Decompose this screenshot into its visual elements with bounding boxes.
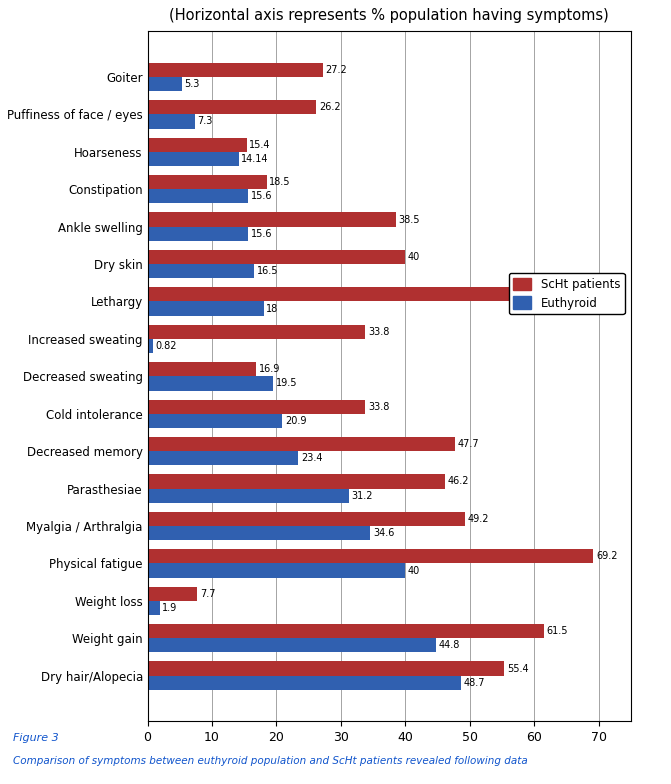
Bar [148,376,273,390]
Text: 15.6: 15.6 [251,229,272,239]
Text: 40: 40 [408,252,420,262]
Text: 48.7: 48.7 [464,678,485,688]
Bar [148,212,396,227]
Bar [148,189,248,203]
Legend: ScHt patients, Euthyroid: ScHt patients, Euthyroid [509,273,625,314]
Text: 1.9: 1.9 [162,603,178,613]
Bar [148,175,267,189]
Bar [148,586,197,601]
Text: 49.2: 49.2 [467,514,488,524]
Text: 69.2: 69.2 [596,551,617,561]
Bar [148,325,365,339]
Bar [148,564,405,578]
Bar [148,302,264,316]
Bar [148,550,593,564]
Bar [148,77,182,91]
Text: 33.8: 33.8 [368,401,389,412]
Text: 63.1: 63.1 [557,289,578,299]
Bar [148,264,254,278]
Bar [148,339,153,353]
Text: 33.8: 33.8 [368,327,389,337]
Text: 0.82: 0.82 [156,341,177,351]
Bar [148,488,349,503]
Text: 20.9: 20.9 [285,416,307,426]
Bar [148,100,317,114]
Bar [148,414,282,428]
Bar [148,227,248,241]
Bar [148,63,323,77]
Text: 23.4: 23.4 [301,453,323,463]
Bar [148,474,446,488]
Bar [148,400,365,414]
Bar [148,624,544,638]
Bar [148,250,405,264]
Text: 15.6: 15.6 [251,191,272,201]
Text: 34.6: 34.6 [373,528,395,538]
Text: Comparison of symptoms between euthyroid population and ScHt patients revealed f: Comparison of symptoms between euthyroid… [13,757,528,767]
Text: 47.7: 47.7 [458,439,479,449]
Text: 38.5: 38.5 [398,215,419,224]
Text: Figure 3: Figure 3 [13,733,59,743]
Text: 14.14: 14.14 [242,154,269,164]
Text: 18.5: 18.5 [269,177,291,187]
Text: 40: 40 [408,565,420,575]
Title: (Horizontal axis represents % population having symptoms): (Horizontal axis represents % population… [169,9,609,24]
Bar [148,638,436,652]
Text: 27.2: 27.2 [325,65,347,74]
Text: 26.2: 26.2 [319,102,341,112]
Bar [148,114,195,129]
Text: 5.3: 5.3 [185,79,200,89]
Bar [148,512,464,526]
Bar [148,676,462,690]
Bar [148,362,256,376]
Text: 15.4: 15.4 [250,140,271,150]
Text: 46.2: 46.2 [448,477,469,487]
Bar [148,662,505,676]
Bar [148,137,247,152]
Text: 61.5: 61.5 [546,626,568,636]
Bar [148,287,554,302]
Text: 44.8: 44.8 [439,641,460,651]
Text: 19.5: 19.5 [276,379,297,388]
Text: 16.9: 16.9 [259,365,280,374]
Bar [148,152,239,166]
Bar [148,437,455,451]
Text: 16.5: 16.5 [256,266,278,276]
Text: 7.3: 7.3 [197,117,213,126]
Text: 18: 18 [266,303,278,314]
Bar [148,451,299,466]
Text: 55.4: 55.4 [507,663,529,673]
Text: 31.2: 31.2 [351,491,372,501]
Text: 7.7: 7.7 [200,589,215,599]
Bar [148,601,160,615]
Bar [148,526,370,540]
